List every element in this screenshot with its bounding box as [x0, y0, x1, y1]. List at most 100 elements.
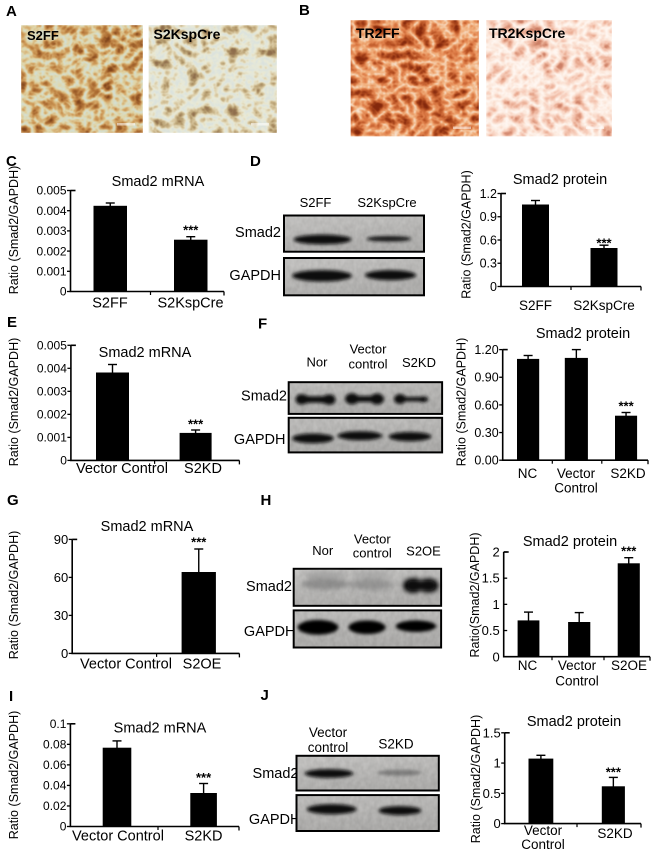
svg-text:S2FF: S2FF [300, 195, 332, 210]
svg-text:GAPDH: GAPDH [249, 812, 301, 828]
svg-text:0.004: 0.004 [36, 204, 66, 218]
svg-text:control: control [353, 546, 392, 561]
svg-text:***: *** [596, 236, 612, 251]
svg-text:Smad2 protein: Smad2 protein [527, 714, 621, 730]
svg-text:Smad2: Smad2 [253, 766, 299, 782]
svg-text:0.5: 0.5 [483, 786, 501, 801]
svg-text:Vector: Vector [309, 725, 348, 740]
svg-text:60: 60 [54, 570, 68, 585]
svg-text:0.30: 0.30 [474, 426, 498, 440]
svg-text:Nor: Nor [312, 543, 334, 558]
svg-text:***: *** [606, 765, 622, 780]
svg-text:Ratio (Smad2/GAPDH): Ratio (Smad2/GAPDH) [7, 338, 21, 467]
svg-text:Ratio (Smad2/GAPDH): Ratio (Smad2/GAPDH) [7, 166, 21, 295]
svg-text:1.2: 1.2 [480, 187, 497, 201]
svg-text:***: *** [183, 223, 199, 238]
svg-text:A: A [6, 3, 17, 20]
svg-text:GAPDH: GAPDH [229, 268, 281, 284]
svg-text:S2KD: S2KD [184, 461, 222, 477]
svg-text:G: G [7, 492, 19, 509]
svg-text:Vector: Vector [557, 466, 596, 481]
svg-text:Ratio (Smad2/GAPDH): Ratio (Smad2/GAPDH) [7, 531, 21, 660]
svg-text:S2KspCre: S2KspCre [573, 298, 635, 313]
svg-text:Smad2 protein: Smad2 protein [536, 326, 630, 342]
svg-text:E: E [7, 314, 17, 331]
svg-text:S2KspCre: S2KspCre [154, 26, 221, 42]
svg-text:D: D [250, 153, 261, 170]
svg-text:30: 30 [54, 608, 68, 623]
svg-text:0.004: 0.004 [37, 362, 67, 376]
svg-text:1.5: 1.5 [483, 725, 501, 740]
svg-text:Control: Control [521, 837, 565, 852]
svg-text:Smad2: Smad2 [235, 225, 281, 241]
svg-text:S2FF: S2FF [92, 296, 128, 312]
svg-text:0: 0 [490, 280, 497, 294]
svg-text:S2FF: S2FF [519, 298, 552, 313]
svg-text:H: H [261, 492, 272, 509]
svg-text:Smad2 mRNA: Smad2 mRNA [114, 721, 207, 737]
svg-text:Vector Control: Vector Control [76, 461, 168, 477]
svg-text:0: 0 [60, 285, 67, 299]
svg-text:0.001: 0.001 [36, 265, 66, 279]
svg-text:0.06: 0.06 [43, 758, 67, 772]
svg-text:C: C [6, 153, 17, 170]
svg-text:S2KD: S2KD [402, 355, 436, 370]
svg-text:B: B [299, 2, 310, 19]
svg-text:Vector: Vector [354, 532, 392, 547]
svg-text:0: 0 [60, 820, 67, 834]
svg-text:Control: Control [555, 674, 599, 689]
svg-text:S2KD: S2KD [378, 737, 414, 752]
svg-text:GAPDH: GAPDH [244, 624, 296, 640]
svg-text:S2FF: S2FF [27, 28, 59, 43]
svg-text:control: control [308, 740, 349, 755]
svg-text:0: 0 [493, 816, 500, 831]
svg-text:S2KD: S2KD [185, 829, 223, 845]
svg-text:90: 90 [54, 532, 68, 547]
svg-text:GAPDH: GAPDH [234, 432, 286, 448]
svg-text:Vector Control: Vector Control [72, 829, 164, 845]
svg-text:0.002: 0.002 [37, 408, 67, 422]
svg-text:0: 0 [492, 649, 499, 664]
svg-text:0.005: 0.005 [37, 339, 67, 353]
svg-text:F: F [258, 316, 267, 333]
svg-text:Ratio(Smad2/GAPDH): Ratio(Smad2/GAPDH) [468, 532, 482, 657]
svg-text:Smad2 mRNA: Smad2 mRNA [101, 519, 194, 535]
svg-text:0.9: 0.9 [480, 210, 497, 224]
svg-text:0: 0 [60, 454, 67, 468]
svg-text:I: I [9, 688, 13, 705]
svg-text:S2OE: S2OE [406, 544, 441, 559]
svg-text:***: *** [621, 544, 637, 559]
svg-text:0.04: 0.04 [43, 779, 67, 793]
svg-text:0.02: 0.02 [43, 799, 67, 813]
svg-text:Ratio (Smad2/GAPDH): Ratio (Smad2/GAPDH) [460, 170, 474, 299]
svg-text:Vector Control: Vector Control [80, 657, 172, 673]
svg-text:Vector: Vector [558, 658, 597, 673]
svg-text:0.001: 0.001 [37, 431, 67, 445]
svg-text:0.003: 0.003 [37, 385, 67, 399]
svg-text:0.1: 0.1 [50, 717, 67, 731]
svg-text:0.6: 0.6 [480, 233, 497, 247]
svg-text:J: J [261, 687, 269, 704]
svg-text:0.00: 0.00 [474, 454, 498, 468]
svg-text:Control: Control [554, 481, 598, 496]
svg-text:1: 1 [493, 756, 500, 771]
svg-text:Smad2 mRNA: Smad2 mRNA [112, 174, 205, 190]
svg-text:NC: NC [518, 658, 538, 673]
svg-text:Smad2 mRNA: Smad2 mRNA [99, 345, 192, 361]
svg-text:0.60: 0.60 [474, 398, 498, 412]
svg-text:Ratio (Smad2/GAPDH): Ratio (Smad2/GAPDH) [469, 715, 483, 844]
svg-text:1: 1 [492, 597, 499, 612]
svg-text:0: 0 [61, 646, 68, 661]
svg-text:Smad2 protein: Smad2 protein [513, 172, 607, 188]
svg-text:***: *** [196, 770, 212, 785]
svg-text:Vector: Vector [350, 342, 388, 357]
svg-text:2: 2 [492, 545, 499, 560]
svg-text:S2KD: S2KD [597, 826, 633, 841]
svg-text:0.5: 0.5 [482, 623, 500, 638]
svg-text:S2OE: S2OE [183, 657, 222, 673]
svg-text:1.20: 1.20 [474, 343, 498, 357]
svg-text:Ratio (Smad2/GAPDH): Ratio (Smad2/GAPDH) [455, 338, 469, 467]
svg-text:***: *** [188, 417, 204, 432]
svg-text:Ratio (Smad2/GAPDH): Ratio (Smad2/GAPDH) [7, 711, 21, 840]
svg-text:Vector: Vector [524, 823, 563, 838]
